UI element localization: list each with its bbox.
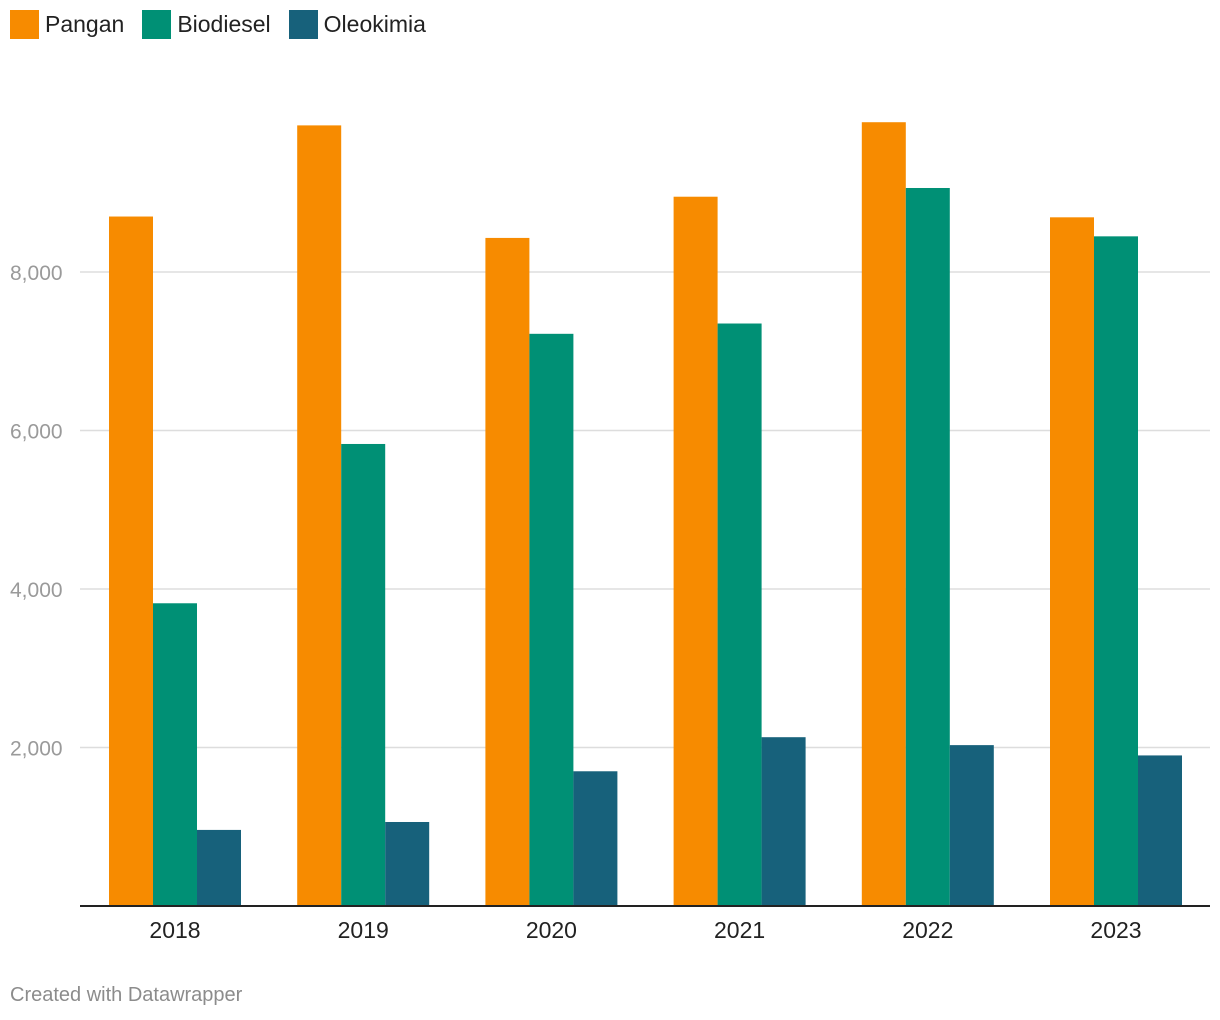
bar-oleokimia-2021 <box>761 737 806 906</box>
bar-oleokimia-2018 <box>197 829 241 906</box>
bar-biodiesel-2022 <box>905 187 950 906</box>
legend-swatch-oleokimia <box>288 10 318 39</box>
x-tick-label: 2022 <box>902 917 953 943</box>
bar-oleokimia-2023 <box>1138 755 1182 906</box>
x-tick-label: 2023 <box>1090 917 1141 943</box>
legend-label-oleokimia: Oleokimia <box>323 11 426 37</box>
bar-pangan-2020 <box>485 237 530 907</box>
x-tick-label: 2018 <box>149 917 200 943</box>
legend-swatch-biodiesel <box>142 10 172 39</box>
bar-biodiesel-2023 <box>1094 236 1138 906</box>
y-tick-label: 4,000 <box>10 579 63 602</box>
bar-oleokimia-2020 <box>573 771 618 906</box>
bar-biodiesel-2019 <box>341 443 386 906</box>
legend-item-pangan: Pangan <box>10 10 124 39</box>
bar-biodiesel-2021 <box>717 323 762 906</box>
bar-pangan-2019 <box>297 125 342 906</box>
legend-label-pangan: Pangan <box>45 11 125 37</box>
y-tick-label: 6,000 <box>10 421 63 444</box>
footer-credit: Created with Datawrapper <box>10 984 243 1006</box>
x-tick-label: 2019 <box>338 917 389 943</box>
bar-oleokimia-2019 <box>385 821 430 906</box>
legend-swatch-pangan <box>10 10 39 39</box>
bar-pangan-2018 <box>109 216 153 906</box>
bar-pangan-2021 <box>673 196 718 906</box>
bar-biodiesel-2018 <box>153 603 197 906</box>
x-tick-label: 2021 <box>714 917 765 943</box>
bar-pangan-2022 <box>861 122 906 906</box>
bar-pangan-2023 <box>1050 217 1094 906</box>
legend-item-biodiesel: Biodiesel <box>142 10 271 39</box>
legend-label-biodiesel: Biodiesel <box>177 11 271 37</box>
bar-oleokimia-2022 <box>949 745 994 906</box>
bar-chart: 2,000 4,000 6,000 8,000 2018 2019 2020 2021 2022… <box>10 122 1210 943</box>
y-tick-label: 8,000 <box>10 262 63 285</box>
chart-legend: Pangan Biodiesel Oleokimia <box>10 10 444 39</box>
y-tick-label: 2,000 <box>10 738 63 761</box>
bar-biodiesel-2020 <box>529 333 574 906</box>
x-tick-label: 2020 <box>526 917 577 943</box>
legend-item-oleokimia: Oleokimia <box>288 10 426 39</box>
